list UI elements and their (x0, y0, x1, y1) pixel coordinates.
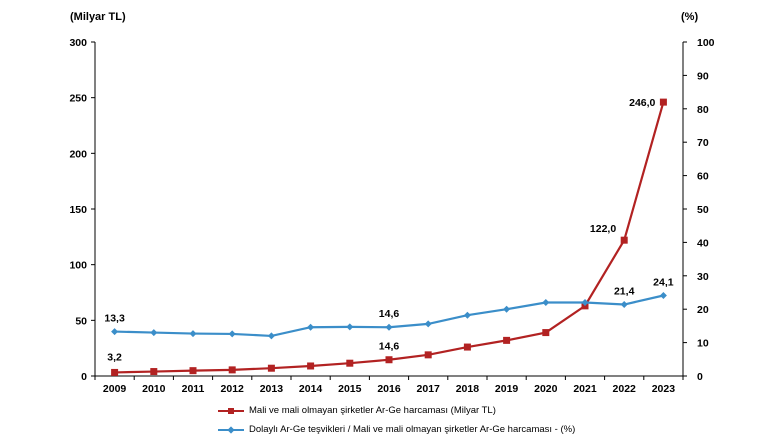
data-label-series-2: 14,6 (379, 308, 400, 320)
x-tick-label: 2014 (299, 383, 323, 395)
x-tick-label: 2010 (142, 383, 166, 395)
right-tick-label: 30 (697, 271, 709, 283)
data-point-series-2 (463, 311, 471, 319)
left-tick-label: 100 (69, 260, 87, 272)
data-point-series-2 (581, 299, 589, 307)
data-label-series-1: 246,0 (629, 97, 655, 109)
x-tick-label: 2021 (573, 383, 597, 395)
data-point-series-2 (659, 292, 667, 300)
right-tick-label: 10 (697, 338, 709, 350)
data-label-series-1: 3,2 (107, 351, 122, 363)
data-point-series-1 (228, 366, 236, 374)
left-tick-label: 50 (75, 315, 87, 327)
data-point-series-1 (150, 368, 158, 376)
series-line-1 (114, 101, 665, 374)
data-point-series-2 (346, 323, 354, 331)
data-point-series-2 (150, 329, 158, 337)
data-point-series-1 (307, 362, 315, 370)
data-point-series-2 (267, 332, 275, 340)
right-tick-label: 40 (697, 237, 709, 249)
data-point-series-1 (189, 367, 197, 375)
x-tick-label: 2011 (182, 383, 205, 395)
x-tick-label: 2017 (417, 383, 441, 395)
legend-swatch-series-2 (218, 425, 244, 435)
chart-canvas: 0 50 100 150 200 250 300 0 10 20 30 40 50 60 70 80 90 100… (69, 37, 715, 395)
data-point-series-2 (189, 330, 197, 338)
x-tick-label: 2022 (613, 383, 637, 395)
left-tick-label: 0 (81, 371, 87, 383)
left-axis-title: (Milyar TL) (70, 11, 126, 23)
right-tick-label: 70 (697, 137, 709, 149)
x-tick-label: 2018 (456, 383, 480, 395)
data-point-series-2 (385, 323, 393, 331)
data-label-series-2: 13,3 (104, 313, 125, 325)
data-point-series-1 (267, 364, 275, 372)
left-tick-label: 200 (69, 148, 87, 160)
right-tick-label: 90 (697, 70, 709, 82)
data-label-series-2: 24,1 (653, 277, 674, 289)
legend-item-series-1: Mali ve mali olmayan şirketler Ar-Ge har… (218, 405, 496, 416)
x-tick-label: 2016 (377, 383, 401, 395)
x-tick-label: 2023 (652, 383, 676, 395)
data-point-series-1 (111, 368, 119, 376)
data-label-series-2: 21,4 (614, 286, 635, 298)
data-point-series-2 (620, 301, 628, 309)
right-tick-label: 0 (697, 371, 703, 383)
x-tick-label: 2012 (221, 383, 245, 395)
data-point-series-2 (228, 330, 236, 338)
right-tick-label: 60 (697, 171, 709, 183)
x-tick-label: 2015 (338, 383, 362, 395)
legend-label-series-2: Dolaylı Ar-Ge teşvikleri / Mali ve mali … (249, 424, 576, 435)
x-tick-label: 2019 (495, 383, 519, 395)
data-point-series-1 (659, 98, 667, 106)
data-point-series-2 (111, 328, 119, 336)
left-tick-label: 300 (69, 37, 87, 49)
left-tick-label: 150 (69, 204, 87, 216)
x-tick-label: 2013 (260, 383, 284, 395)
data-point-series-1 (620, 236, 628, 244)
data-point-series-1 (503, 336, 511, 344)
right-tick-label: 50 (697, 204, 709, 216)
data-point-series-1 (463, 343, 471, 351)
data-label-series-1: 122,0 (590, 223, 616, 235)
left-tick-label: 250 (69, 93, 87, 105)
x-tick-label: 2009 (103, 383, 127, 395)
data-point-series-2 (424, 320, 432, 328)
data-point-series-2 (503, 305, 511, 313)
data-point-series-2 (307, 323, 315, 331)
legend-item-series-2: Dolaylı Ar-Ge teşvikleri / Mali ve mali … (218, 424, 575, 435)
data-point-series-1 (542, 329, 550, 337)
x-tick-label: 2020 (534, 383, 558, 395)
legend-label-series-1: Mali ve mali olmayan şirketler Ar-Ge har… (249, 405, 496, 416)
data-label-series-1: 14,6 (379, 341, 400, 353)
legend-swatch-series-1 (218, 406, 244, 416)
right-tick-label: 80 (697, 104, 709, 116)
right-tick-label: 100 (697, 37, 715, 49)
right-axis-title: (%) (681, 11, 699, 23)
data-point-series-1 (424, 351, 432, 359)
data-point-series-1 (346, 359, 354, 367)
right-tick-label: 20 (697, 304, 709, 316)
data-point-series-2 (542, 299, 550, 307)
data-point-series-1 (385, 356, 393, 364)
